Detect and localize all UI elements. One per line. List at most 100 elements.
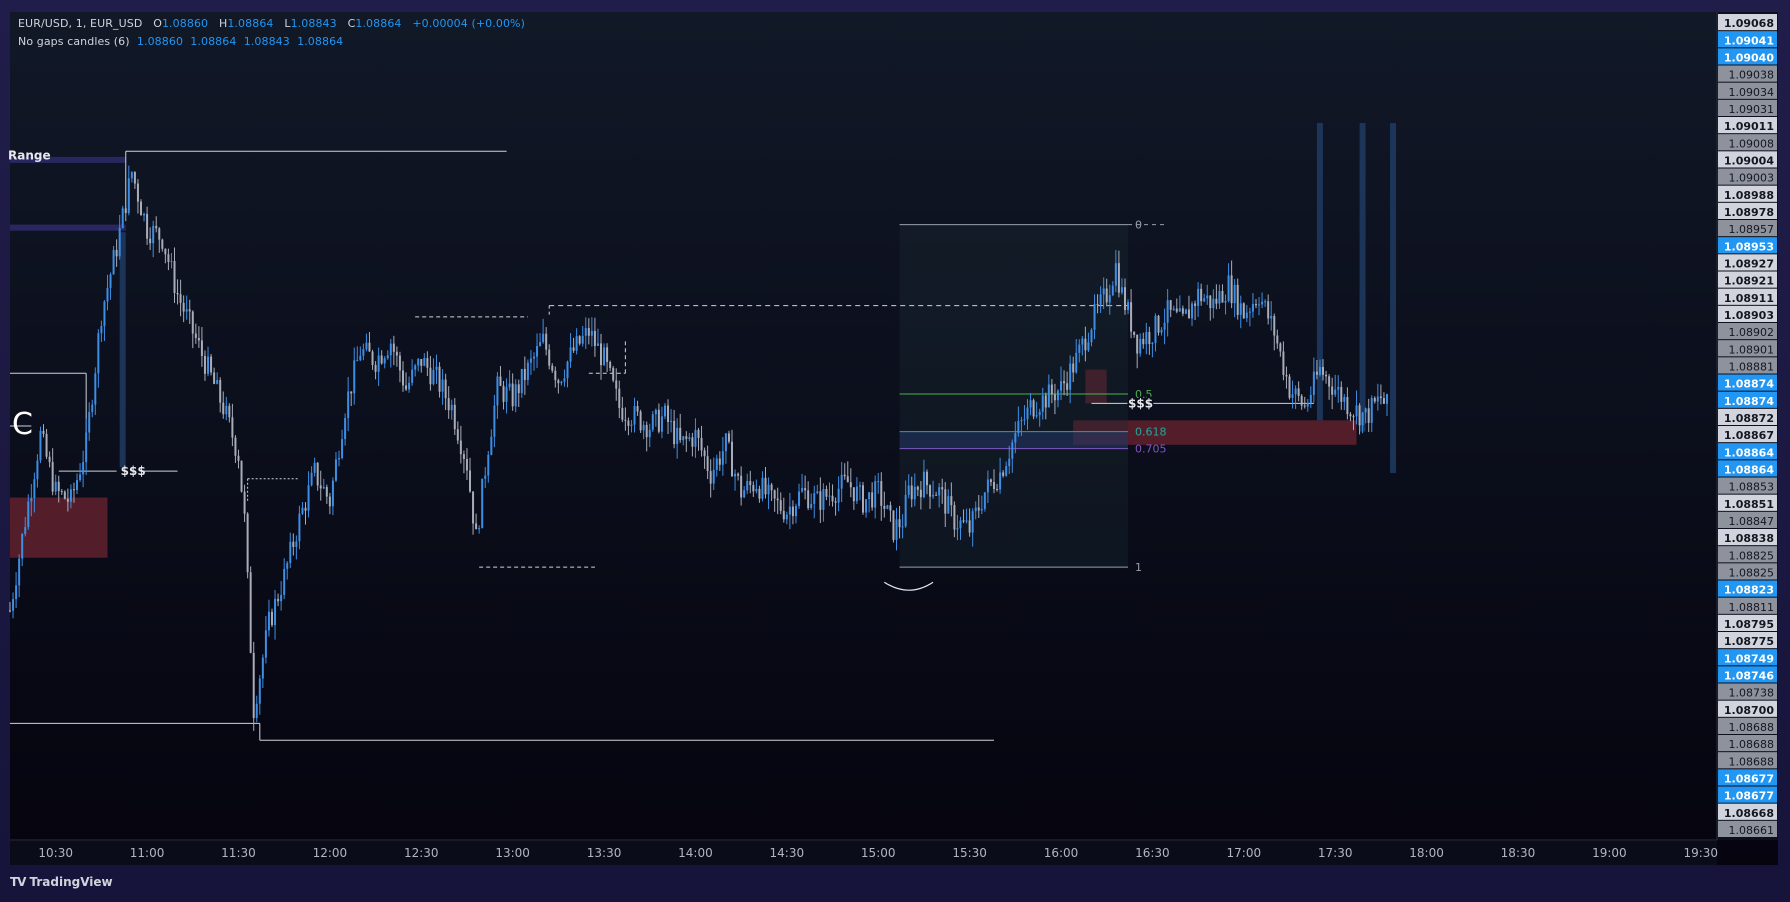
candle-body — [194, 333, 197, 338]
candle-body — [469, 470, 472, 492]
candle-body — [249, 572, 252, 653]
candle-body — [106, 287, 109, 302]
candle-body — [536, 346, 539, 357]
candle-body — [261, 657, 264, 679]
time-tick-15: 18:00 — [1409, 846, 1444, 860]
time-tick-10: 15:30 — [952, 846, 987, 860]
candle-body — [831, 495, 834, 502]
candle-body — [319, 485, 322, 489]
candle-body — [1044, 395, 1047, 408]
candle-body — [974, 507, 977, 512]
symbol-line[interactable]: EUR/USD, 1, EUR_USD — [18, 17, 143, 30]
candle-body — [578, 336, 581, 344]
time-tick-11: 16:00 — [1044, 846, 1079, 860]
candle-body — [301, 507, 304, 514]
candle-body — [429, 367, 432, 385]
candle-body — [600, 343, 603, 366]
candle-body — [112, 249, 115, 275]
candle-body — [45, 433, 48, 457]
supply-zone-top — [10, 156, 126, 163]
symbol-header: EUR/USD, 1, EUR_USD O1.08860 H1.08864 L1… — [18, 17, 525, 30]
candle-body — [258, 678, 261, 704]
candle-body — [310, 472, 313, 486]
candle-body — [1209, 295, 1212, 309]
candle-body — [478, 528, 481, 530]
candle-body — [1364, 408, 1367, 413]
candle-body — [216, 380, 219, 384]
candle-body — [520, 368, 523, 394]
session-bar-0 — [119, 232, 126, 468]
price-label-bg-36 — [1718, 632, 1777, 649]
session-bar-1 — [1316, 123, 1323, 421]
candle-body — [1102, 288, 1105, 295]
price-label-33: 1.08823 — [1724, 584, 1774, 597]
price-label-bg-25 — [1718, 443, 1777, 460]
price-label-bg-33 — [1718, 580, 1777, 597]
candle-body — [1120, 287, 1123, 293]
price-label-7: 1.09008 — [1729, 137, 1775, 150]
price-label-0: 1.09068 — [1724, 17, 1774, 30]
candle-body — [462, 454, 465, 459]
candle-body — [325, 486, 328, 497]
candle-body — [1227, 275, 1230, 302]
candle-body — [1355, 405, 1358, 417]
candle-body — [97, 333, 100, 374]
candle-body — [1047, 384, 1050, 408]
candle-body — [667, 405, 670, 422]
candle-body — [359, 355, 362, 361]
candle-body — [968, 520, 971, 533]
candle-body — [660, 416, 663, 432]
candle-body — [264, 630, 267, 658]
candle-body — [965, 520, 968, 522]
price-label-bg-27 — [1718, 477, 1777, 494]
candle-body — [15, 585, 18, 600]
candle-body — [1108, 295, 1111, 303]
open-value: 1.08860 — [161, 17, 209, 30]
candle-body — [523, 368, 526, 381]
candle-body — [1172, 308, 1175, 310]
candle-body — [1008, 458, 1011, 467]
price-label-6: 1.09011 — [1724, 120, 1774, 133]
candle-body — [472, 491, 475, 524]
price-label-bg-6 — [1718, 117, 1777, 134]
candle-body — [432, 369, 435, 385]
candle-body — [670, 420, 673, 422]
price-label-27: 1.08853 — [1729, 481, 1775, 494]
low-label: L — [284, 17, 291, 30]
candle-body — [1230, 275, 1233, 304]
tradingview-brand[interactable]: TV TradingView — [10, 875, 113, 889]
candle-body — [188, 309, 191, 312]
candle-body — [1072, 363, 1075, 373]
candle-body — [54, 481, 57, 492]
candle-body — [286, 563, 289, 569]
indicator-label[interactable]: No gaps candles (6) — [18, 35, 130, 48]
candle-body — [630, 424, 633, 426]
candle-body — [810, 503, 813, 509]
candle-body — [606, 347, 609, 363]
candle-body — [1066, 383, 1069, 390]
price-label-bg-37 — [1718, 649, 1777, 666]
candle-body — [807, 490, 810, 509]
candle-body — [514, 384, 517, 407]
candle-body — [82, 462, 85, 475]
candle-body — [60, 491, 63, 493]
candle-body — [1300, 395, 1303, 406]
candle-body — [213, 372, 216, 384]
candle-body — [1169, 300, 1172, 310]
price-label-34: 1.08811 — [1729, 601, 1775, 614]
price-label-45: 1.08677 — [1724, 790, 1774, 803]
candle-body — [1294, 388, 1297, 395]
candle-body — [731, 441, 734, 477]
price-label-37: 1.08749 — [1724, 652, 1774, 665]
price-label-bg-28 — [1718, 494, 1777, 511]
candle-body — [386, 355, 389, 359]
candle-body — [913, 486, 916, 500]
candle-body — [1346, 397, 1349, 415]
candle-body — [983, 492, 986, 510]
price-label-bg-20 — [1718, 357, 1777, 374]
candle-body — [517, 384, 520, 394]
candle-body — [557, 380, 560, 384]
candle-body — [1233, 284, 1236, 304]
candle-body — [408, 382, 411, 390]
